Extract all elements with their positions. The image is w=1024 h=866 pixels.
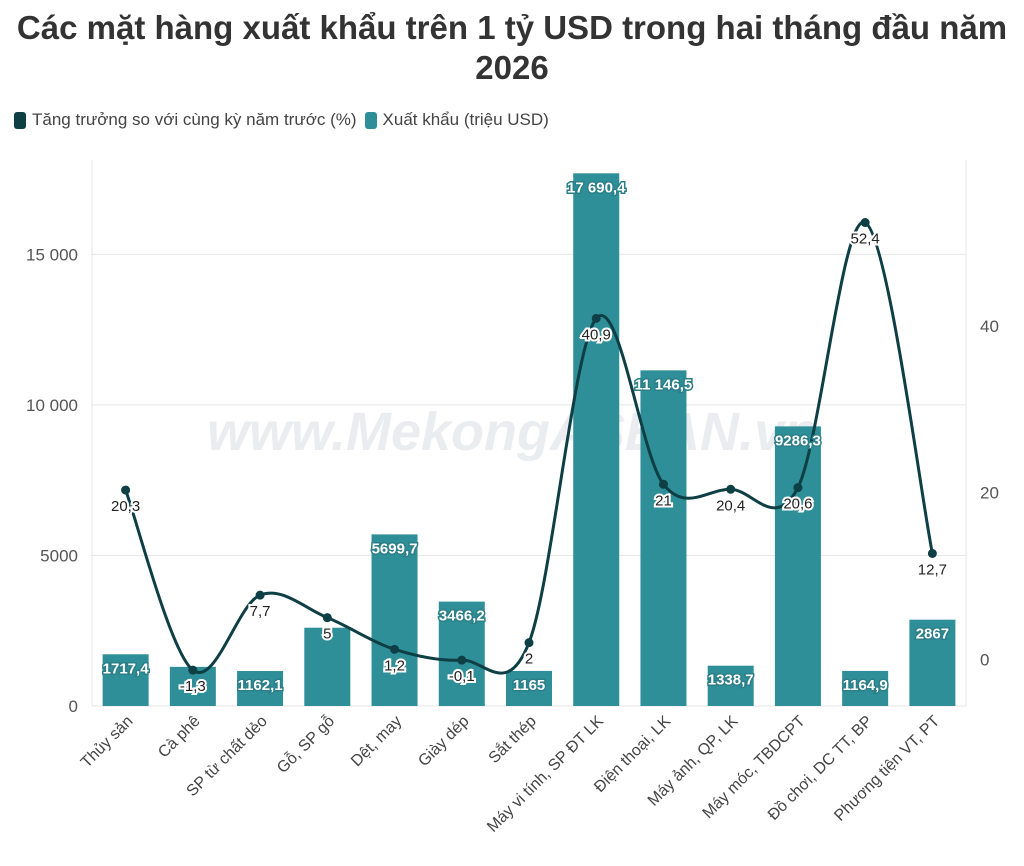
growth-value-label-12: 52,4 — [851, 231, 880, 248]
bar-value-label-12: 1164,9 — [843, 677, 888, 694]
bar-7 — [506, 670, 552, 706]
growth-point-12 — [860, 218, 870, 228]
growth-point-10 — [726, 484, 736, 494]
bar-1 — [102, 654, 149, 706]
bar-13 — [909, 619, 956, 706]
watermark-text: www.MekongASEAN.vn — [207, 402, 817, 462]
bar-value-label-5: 5699,7 — [372, 540, 418, 557]
bar-value-label-7: 1165 — [513, 677, 546, 694]
growth-value-label-4: 5 — [323, 626, 331, 643]
chart-title: Các mặt hàng xuất khẩu trên 1 tỷ USD tro… — [16, 9, 1008, 86]
x-category-label: Giày dép — [415, 713, 472, 770]
bar-value-label-9: 11 146,5 — [635, 376, 693, 393]
growth-point-13 — [927, 548, 937, 558]
bar-value-label-8: 17 690,4 — [567, 179, 626, 196]
growth-point-3 — [255, 590, 265, 600]
x-category-label: Gỗ, SP gỗ — [273, 711, 339, 777]
bar-value-label-6: 3466,2 — [439, 608, 485, 625]
x-category-label: Thủy sản — [78, 713, 137, 772]
growth-value-label-2: -1,3 — [180, 678, 206, 695]
y-right-tick-label: 20 — [980, 484, 999, 503]
growth-value-label-5: 1,2 — [384, 657, 405, 674]
bar-8 — [573, 173, 620, 707]
bar-value-label-3: 1162,1 — [238, 677, 283, 694]
legend-swatch-growth — [14, 111, 26, 129]
y-right-tick-label: 40 — [980, 317, 999, 336]
growth-point-2 — [188, 665, 198, 675]
y-left-tick-label: 0 — [69, 697, 78, 716]
growth-value-label-3: 7,7 — [250, 603, 271, 620]
growth-point-4 — [322, 613, 332, 623]
y-left-tick-label: 15 000 — [26, 245, 78, 264]
bar-value-label-1: 1717,4 — [103, 660, 150, 677]
y-left-tick-label: 10 000 — [26, 396, 78, 415]
x-category-label: Sắt thép — [484, 711, 540, 767]
bar-value-label-10: 1338,7 — [708, 672, 754, 689]
growth-point-1 — [121, 485, 131, 495]
growth-value-label-8: 40,9 — [582, 326, 611, 343]
y-left-tick-label: 5000 — [40, 546, 78, 565]
growth-point-9 — [658, 479, 668, 489]
bar-11 — [774, 426, 821, 706]
legend-label-growth: Tăng trưởng so với cùng kỳ năm trước (%) — [32, 110, 357, 129]
bar-10 — [707, 665, 754, 706]
legend-swatch-export — [364, 111, 377, 129]
growth-value-label-10: 20,4 — [716, 497, 745, 514]
growth-point-7 — [524, 638, 534, 648]
y-right-tick-label: 0 — [980, 650, 989, 669]
growth-value-label-13: 12,7 — [918, 561, 947, 578]
growth-value-label-9: 21 — [655, 492, 672, 509]
legend-item-growth[interactable]: Tăng trưởng so với cùng kỳ năm trước (%) — [14, 110, 357, 130]
growth-point-11 — [793, 483, 803, 493]
bar-5 — [371, 534, 418, 706]
bar-6 — [438, 601, 485, 706]
growth-value-label-6: -0,1 — [449, 668, 475, 685]
x-category-label: Dệt, may — [348, 713, 405, 770]
growth-point-6 — [457, 655, 467, 665]
bar-value-label-13: 2867 — [916, 626, 949, 643]
growth-point-5 — [390, 644, 400, 654]
bar-9 — [640, 370, 687, 706]
x-category-label: Cà phê — [155, 713, 204, 762]
growth-value-label-1: 20,3 — [111, 498, 140, 515]
bar-3 — [237, 671, 284, 706]
legend-label-export: Xuất khẩu (triệu USD) — [382, 110, 549, 129]
legend: Tăng trưởng so với cùng kỳ năm trước (%)… — [14, 110, 557, 130]
growth-point-8 — [591, 313, 601, 323]
bar-value-label-11: 9286,3 — [775, 432, 821, 449]
bar-12 — [842, 670, 889, 706]
x-category-label: Máy vi tính, SP ĐT LK — [484, 713, 607, 836]
bar-4 — [304, 627, 351, 706]
growth-value-label-7: 2 — [525, 651, 533, 668]
growth-value-label-11: 20,6 — [783, 496, 812, 513]
legend-item-export[interactable]: Xuất khẩu (triệu USD) — [364, 110, 549, 130]
